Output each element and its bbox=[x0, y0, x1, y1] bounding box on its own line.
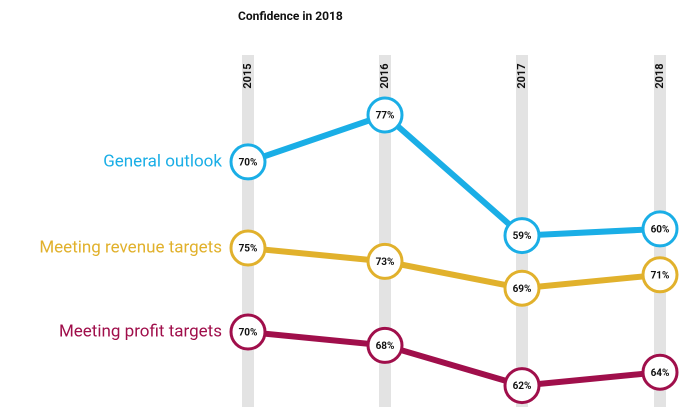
legend-label: Meeting revenue targets bbox=[39, 237, 222, 257]
point-marker bbox=[641, 256, 679, 294]
data-label: 68% bbox=[376, 341, 395, 352]
legend-label: Meeting profit targets bbox=[59, 321, 222, 341]
data-label: 62% bbox=[513, 381, 532, 392]
x-tick-label: 2016 bbox=[378, 63, 391, 88]
series-line bbox=[247, 329, 661, 389]
legend-label: General outlook bbox=[103, 151, 222, 171]
series-line bbox=[247, 111, 661, 239]
data-label: 59% bbox=[513, 231, 532, 242]
point-marker bbox=[641, 210, 679, 248]
point-marker bbox=[229, 313, 267, 351]
point-marker bbox=[366, 242, 404, 280]
data-label: 70% bbox=[239, 158, 258, 169]
data-label: 64% bbox=[651, 368, 670, 379]
point-marker bbox=[503, 367, 541, 405]
x-tick-label: 2018 bbox=[653, 63, 666, 88]
point-marker bbox=[641, 353, 679, 391]
point-marker bbox=[366, 326, 404, 364]
data-label: 60% bbox=[651, 225, 670, 236]
data-label: 75% bbox=[239, 244, 258, 255]
series-line bbox=[247, 245, 661, 292]
data-label: 69% bbox=[513, 284, 532, 295]
point-marker bbox=[503, 269, 541, 307]
data-label: 77% bbox=[376, 111, 395, 122]
point-marker bbox=[229, 229, 267, 267]
data-label: 71% bbox=[651, 270, 670, 281]
chart-title: Confidence in 2018 bbox=[238, 9, 343, 23]
point-marker bbox=[229, 143, 267, 181]
x-tick-label: 2017 bbox=[515, 63, 528, 88]
column-bar bbox=[379, 55, 391, 407]
point-marker bbox=[366, 96, 404, 134]
x-tick-label: 2015 bbox=[241, 63, 254, 88]
data-label: 73% bbox=[376, 257, 395, 268]
point-marker bbox=[503, 217, 541, 255]
data-label: 70% bbox=[239, 328, 258, 339]
